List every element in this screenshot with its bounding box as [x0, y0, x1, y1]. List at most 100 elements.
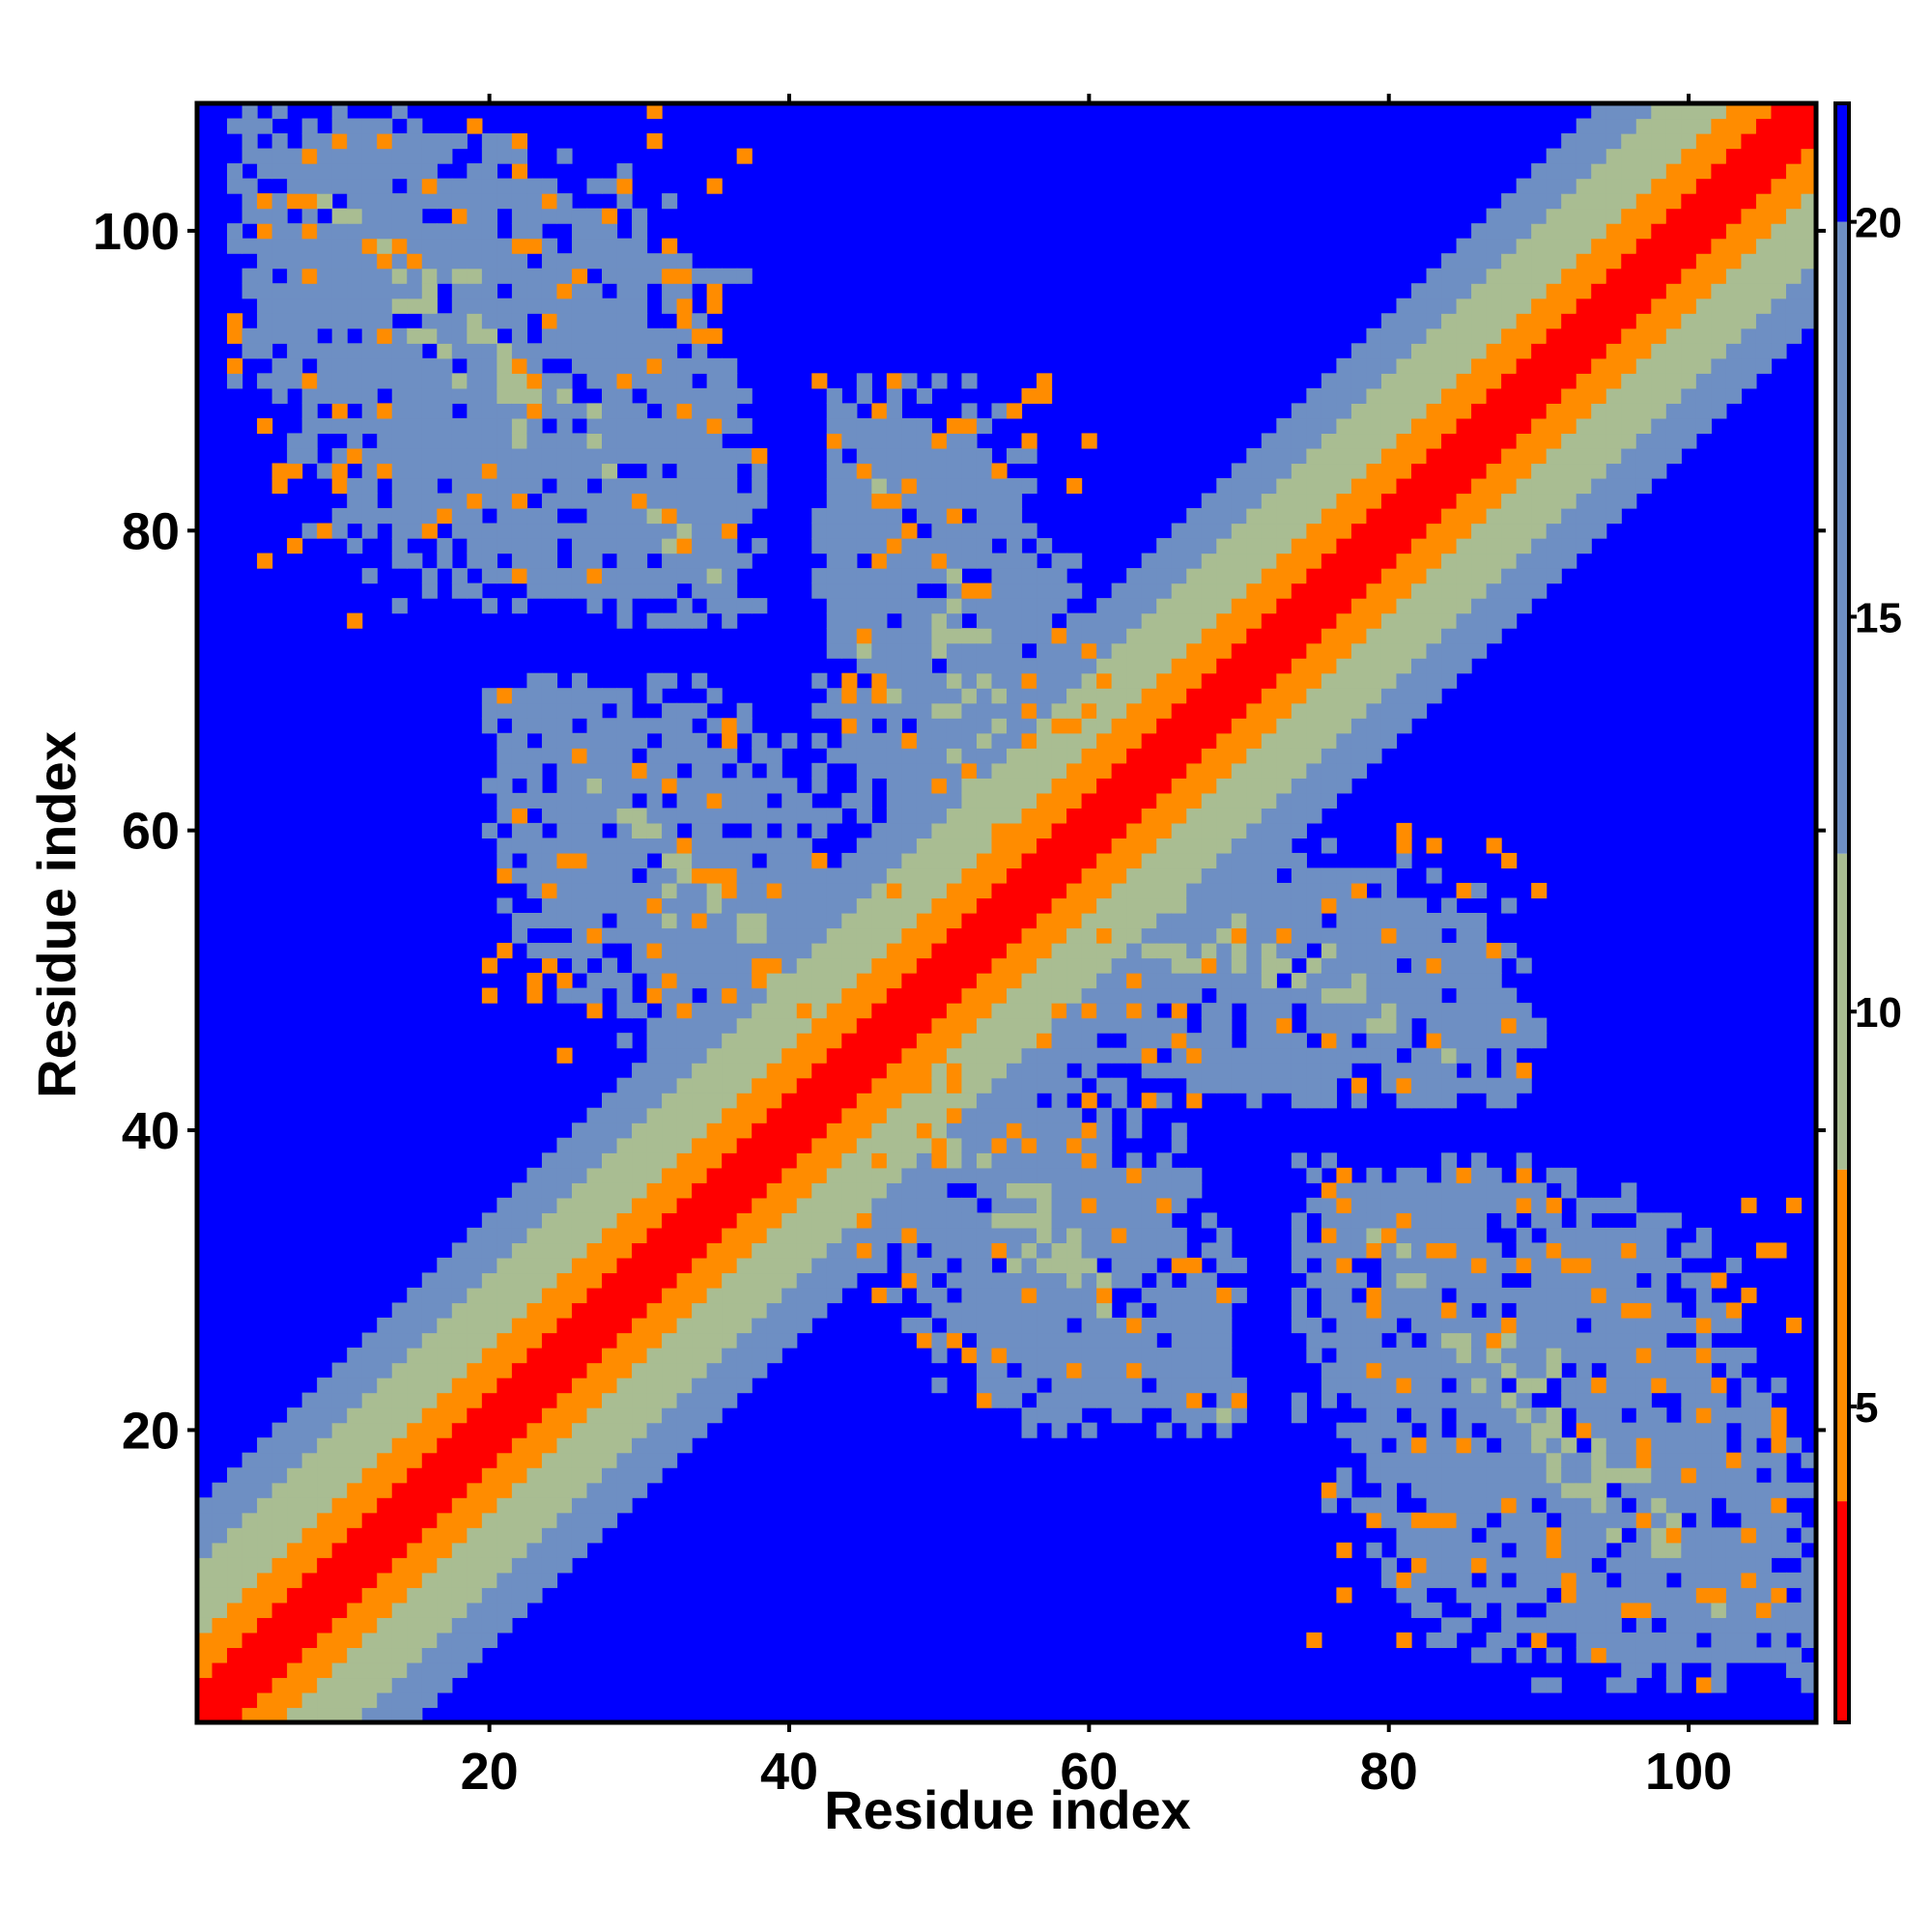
heatmap-cell [856, 463, 872, 479]
heatmap-cell [1321, 387, 1338, 404]
heatmap-cell [391, 1378, 408, 1394]
heatmap-cell [1350, 732, 1368, 749]
heatmap-cell [1516, 1378, 1532, 1394]
heatmap-cell [766, 1152, 782, 1169]
heatmap-cell [632, 283, 648, 299]
heatmap-cell [571, 1542, 588, 1558]
heatmap-cell [1516, 343, 1532, 359]
heatmap-cell [451, 1452, 468, 1468]
heatmap-cell [662, 927, 678, 944]
heatmap-cell [1171, 1197, 1187, 1213]
heatmap-cell [722, 987, 738, 1004]
heatmap-cell [1096, 1152, 1113, 1169]
heatmap-cell [511, 1482, 528, 1498]
heatmap-cell [706, 417, 723, 435]
heatmap-cell [662, 508, 678, 525]
heatmap-cell [706, 283, 723, 299]
heatmap-cell [437, 1332, 453, 1349]
heatmap-cell [1126, 628, 1143, 644]
heatmap-cell [901, 1003, 918, 1019]
heatmap-cell [856, 1047, 872, 1064]
heatmap-cell [361, 1437, 378, 1454]
heatmap-cell [602, 1362, 618, 1378]
heatmap-cell [437, 253, 453, 270]
heatmap-cell [1186, 1332, 1203, 1349]
heatmap-cell [1366, 943, 1382, 959]
heatmap-cell [886, 1122, 902, 1139]
heatmap-cell [1141, 1348, 1157, 1364]
heatmap-cell [391, 1542, 408, 1558]
heatmap-cell [1426, 1332, 1442, 1349]
heatmap-cell [1516, 1362, 1532, 1378]
heatmap-cell [317, 253, 333, 270]
heatmap-cell [752, 1107, 768, 1123]
heatmap-cell [946, 1242, 963, 1259]
heatmap-cell [901, 1047, 918, 1064]
heatmap-cell [616, 582, 633, 599]
heatmap-cell [497, 477, 513, 495]
heatmap-cell [1366, 373, 1382, 389]
heatmap-cell [616, 1497, 633, 1514]
heatmap-cell [227, 1557, 243, 1574]
heatmap-cell [467, 1437, 483, 1454]
heatmap-cell [1441, 582, 1458, 599]
heatmap-cell [301, 1602, 318, 1618]
heatmap-cell [407, 343, 423, 359]
heatmap-cell [1471, 538, 1488, 554]
heatmap-cell [1141, 1332, 1157, 1349]
heatmap-cell [1486, 1557, 1502, 1574]
heatmap-cell [271, 1557, 288, 1574]
heatmap-cell [1486, 1392, 1502, 1408]
heatmap-cell [722, 1167, 738, 1183]
heatmap-cell [706, 762, 723, 779]
heatmap-cell [511, 1572, 528, 1588]
heatmap-cell [391, 1557, 408, 1574]
heatmap-cell [946, 1033, 963, 1049]
heatmap-cell [287, 1572, 303, 1588]
heatmap-cell [1321, 553, 1338, 569]
heatmap-cell [1246, 838, 1263, 854]
heatmap-cell [1441, 897, 1458, 914]
heatmap-cell [1441, 387, 1458, 404]
heatmap-cell [1021, 477, 1037, 495]
heatmap-cell [662, 957, 678, 974]
heatmap-cell [826, 1242, 842, 1259]
heatmap-cell [1007, 1197, 1023, 1213]
heatmap-cell [556, 1272, 573, 1289]
heatmap-cell [571, 1348, 588, 1364]
heatmap-cell [736, 553, 753, 569]
heatmap-cell [541, 1212, 558, 1229]
heatmap-cell [961, 1137, 978, 1153]
heatmap-cell [437, 538, 453, 554]
heatmap-cell [931, 927, 948, 944]
heatmap-cell [331, 1662, 348, 1679]
heatmap-cell [1051, 987, 1067, 1004]
heatmap-cell [1380, 1407, 1398, 1424]
heatmap-cell [931, 1077, 948, 1094]
heatmap-cell [1380, 658, 1398, 674]
heatmap-cell [632, 882, 648, 899]
heatmap-cell [811, 778, 828, 794]
heatmap-cell [841, 748, 858, 764]
heatmap-cell [331, 223, 348, 240]
heatmap-cell [1156, 732, 1173, 749]
heatmap-cell [526, 357, 543, 374]
heatmap-cell [1306, 1318, 1322, 1334]
heatmap-cell [1501, 612, 1518, 629]
heatmap-cell [646, 447, 663, 465]
heatmap-cell [781, 867, 798, 884]
heatmap-cell [1246, 943, 1263, 959]
heatmap-cell [1366, 658, 1382, 674]
heatmap-cell [811, 1003, 828, 1019]
heatmap-cell [752, 1033, 768, 1049]
heatmap-cell [676, 373, 693, 389]
heatmap-cell [481, 1227, 497, 1244]
heatmap-cell [1037, 1212, 1053, 1229]
heatmap-cell [1021, 927, 1037, 944]
heatmap-cell [916, 1332, 933, 1349]
heatmap-cell [1216, 852, 1233, 869]
heatmap-cell [646, 762, 663, 779]
heatmap-cell [451, 1378, 468, 1394]
heatmap-cell [692, 1122, 708, 1139]
heatmap-cell [722, 1182, 738, 1199]
